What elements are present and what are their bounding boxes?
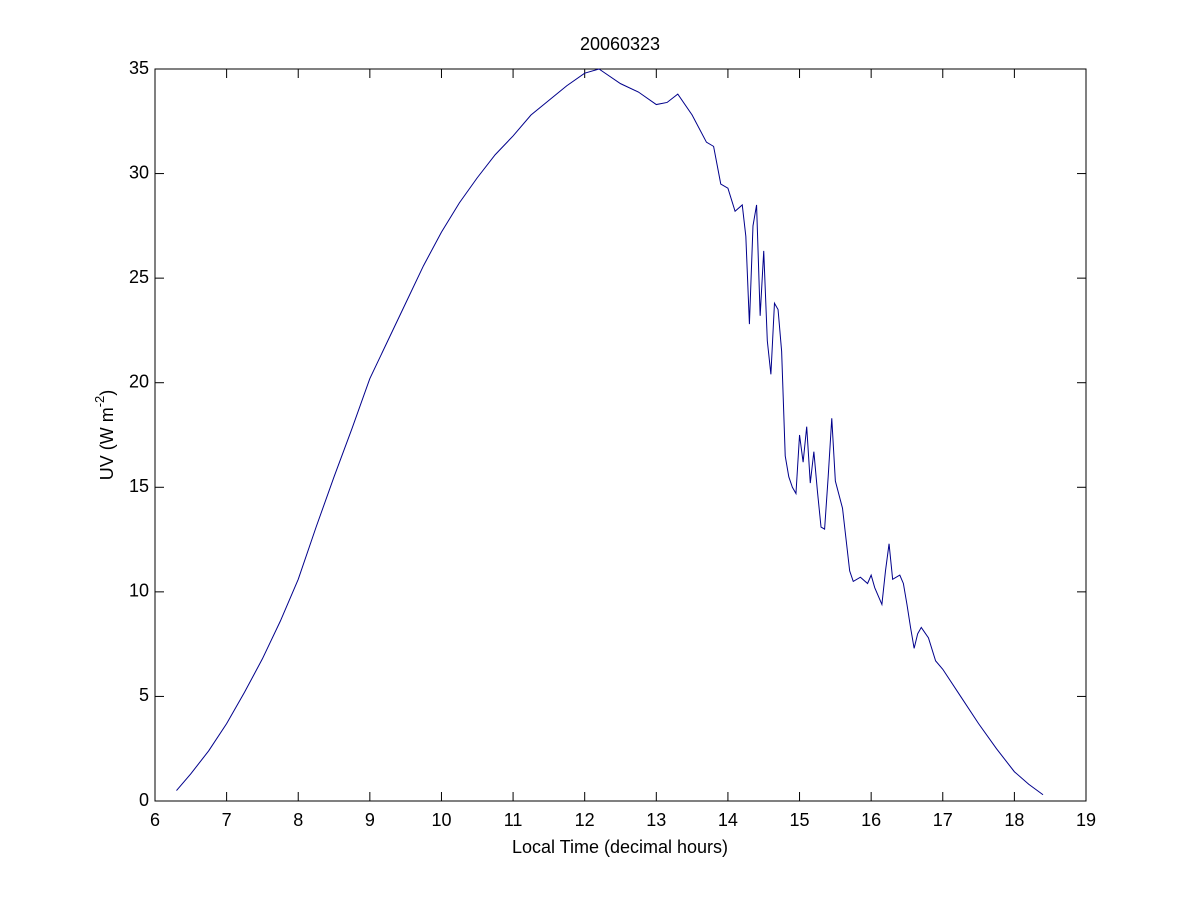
y-tick-label: 15 xyxy=(129,476,149,496)
x-tick-label: 10 xyxy=(431,810,451,830)
x-tick-label: 11 xyxy=(504,810,523,830)
x-tick-label: 13 xyxy=(646,810,666,830)
x-tick-label: 18 xyxy=(1004,810,1024,830)
x-tick-label: 7 xyxy=(222,810,232,830)
x-tick-label: 8 xyxy=(293,810,303,830)
x-axis-label: Local Time (decimal hours) xyxy=(512,837,728,857)
x-tick-label: 15 xyxy=(790,810,810,830)
y-label-text: UV (W m xyxy=(97,407,117,480)
x-tick-label: 9 xyxy=(365,810,375,830)
y-tick-label: 25 xyxy=(129,267,149,287)
data-line xyxy=(176,68,1044,796)
x-tick-label: 16 xyxy=(861,810,881,830)
x-tick-label: 6 xyxy=(150,810,160,830)
y-tick-label: 5 xyxy=(139,685,149,705)
y-label-exponent: -2 xyxy=(92,396,107,408)
plot-area xyxy=(154,68,1087,802)
chart-title: 20060323 xyxy=(580,34,660,54)
x-tick-label: 14 xyxy=(718,810,738,830)
y-tick-label: 30 xyxy=(129,162,149,182)
y-tick-label: 20 xyxy=(129,371,149,391)
x-tick-label: 17 xyxy=(933,810,953,830)
y-label-text: ) xyxy=(97,390,117,396)
y-tick-label: 35 xyxy=(129,58,149,78)
x-tick-label: 19 xyxy=(1076,810,1096,830)
y-tick-label: 0 xyxy=(139,790,149,810)
x-tick-label: 12 xyxy=(575,810,595,830)
y-axis-label: UV (W m-2) xyxy=(92,390,116,481)
y-tick-label: 10 xyxy=(129,581,149,601)
